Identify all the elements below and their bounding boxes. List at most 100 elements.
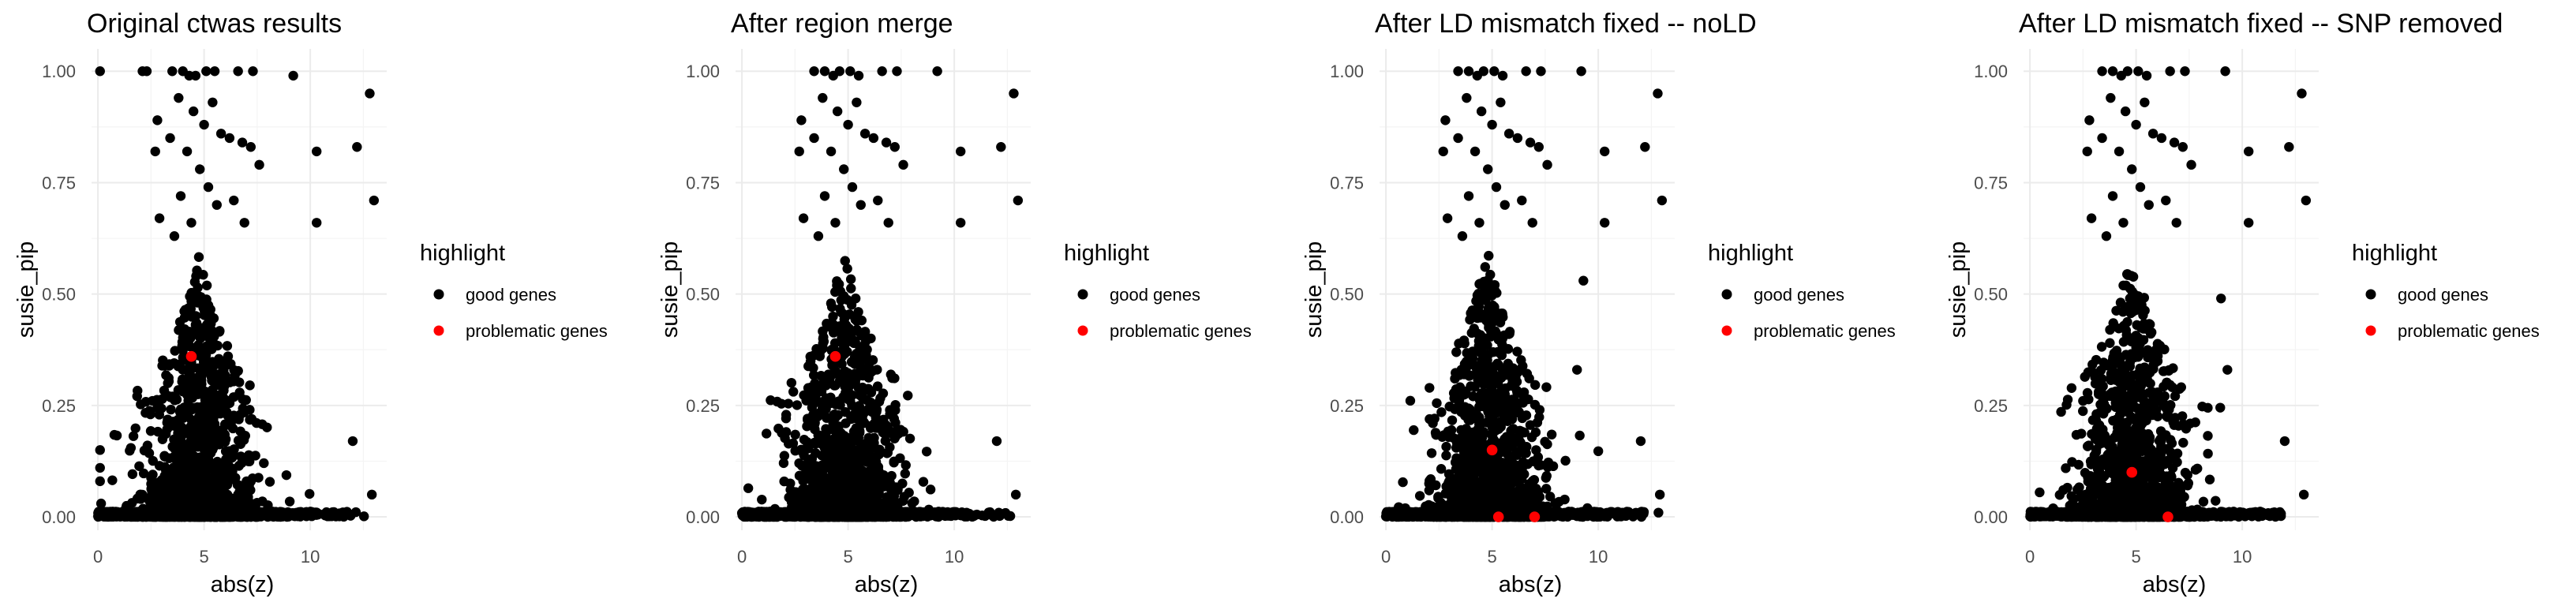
- data-point: [145, 426, 156, 436]
- data-point: [281, 469, 292, 481]
- data-point: [212, 456, 223, 467]
- data-point: [130, 423, 140, 433]
- data-point: [201, 280, 212, 290]
- data-point: [822, 447, 833, 458]
- data-point: [970, 510, 981, 520]
- data-point: [788, 387, 799, 397]
- data-point: [956, 218, 966, 228]
- y-tick-label: 0.00: [1330, 507, 1364, 527]
- data-point: [757, 494, 767, 505]
- data-point: [188, 106, 199, 117]
- data-point: [809, 133, 819, 144]
- data-point: [898, 159, 908, 170]
- series-problematic-genes: [829, 350, 841, 362]
- data-point: [833, 429, 843, 440]
- data-point: [177, 511, 188, 522]
- data-point: [152, 115, 163, 125]
- y-tick-label: 0.50: [686, 285, 720, 305]
- x-tick-label: 5: [199, 547, 208, 567]
- data-point: [923, 504, 934, 515]
- x-tick-label: 5: [1487, 547, 1496, 567]
- data-point: [189, 466, 200, 477]
- y-tick-label: 1.00: [1330, 62, 1364, 81]
- data-point: [772, 511, 782, 522]
- data-point: [785, 478, 796, 488]
- data-point: [186, 218, 197, 228]
- data-point: [884, 472, 895, 483]
- data-point: [814, 490, 825, 500]
- data-point: [241, 395, 251, 406]
- data-point: [827, 319, 837, 330]
- data-point: [890, 399, 900, 410]
- data-point: [839, 164, 849, 174]
- data-point: [889, 458, 899, 468]
- data-point: [173, 426, 184, 437]
- data-point: [152, 481, 162, 491]
- data-point: [264, 510, 275, 521]
- data-point: [179, 332, 189, 342]
- legend-label: problematic genes: [1110, 321, 1252, 341]
- data-point: [872, 365, 882, 375]
- data-point: [230, 473, 241, 483]
- data-point: [856, 200, 866, 210]
- data-point: [128, 431, 139, 441]
- data-point: [95, 66, 105, 77]
- y-axis-label: susie_pip: [657, 241, 683, 339]
- data-point: [861, 350, 871, 361]
- data-point: [889, 142, 900, 152]
- data-point: [177, 438, 187, 448]
- y-tick-label: 1.00: [686, 62, 720, 81]
- data-point: [305, 509, 315, 520]
- data-point: [859, 468, 870, 479]
- data-point: [107, 475, 118, 485]
- data-point: [158, 355, 168, 365]
- data-point: [111, 511, 122, 521]
- data-point: [229, 410, 239, 421]
- data-point: [748, 511, 759, 522]
- data-point: [259, 458, 269, 469]
- data-point: [809, 437, 820, 448]
- data-point: [167, 66, 178, 77]
- data-point: [832, 106, 843, 117]
- gridlines: [1380, 49, 1675, 530]
- data-point: [217, 473, 228, 484]
- x-tick-label: 10: [301, 547, 320, 567]
- data-point: [139, 445, 150, 456]
- data-point: [829, 457, 839, 468]
- data-point: [369, 195, 380, 206]
- data-point: [165, 133, 175, 144]
- data-point: [867, 439, 878, 449]
- data-point: [243, 492, 253, 503]
- data-point: [868, 133, 879, 144]
- data-point: [166, 404, 176, 415]
- data-point: [844, 327, 855, 338]
- data-point: [761, 428, 772, 439]
- data-point: [873, 195, 883, 206]
- data-point: [157, 511, 167, 522]
- data-point: [808, 370, 819, 380]
- data-point: [179, 306, 189, 316]
- data-point: [781, 413, 792, 424]
- data-point: [208, 444, 218, 455]
- data-point: [223, 351, 234, 361]
- data-point: [881, 137, 892, 148]
- data-point: [814, 507, 824, 518]
- data-point: [338, 507, 348, 518]
- y-tick-label: 0.75: [42, 173, 76, 193]
- data-point: [841, 480, 852, 490]
- data-point: [874, 477, 885, 488]
- data-point: [121, 503, 131, 513]
- data-point: [829, 327, 839, 338]
- data-point: [210, 489, 220, 499]
- data-point: [163, 372, 174, 383]
- data-point: [900, 469, 911, 479]
- data-point: [305, 488, 315, 499]
- data-point: [778, 458, 789, 469]
- data-point: [903, 391, 913, 401]
- data-point: [199, 492, 210, 502]
- data-point: [289, 509, 300, 519]
- data-point: [213, 511, 223, 522]
- data-point: [809, 460, 819, 471]
- data-point: [190, 70, 201, 81]
